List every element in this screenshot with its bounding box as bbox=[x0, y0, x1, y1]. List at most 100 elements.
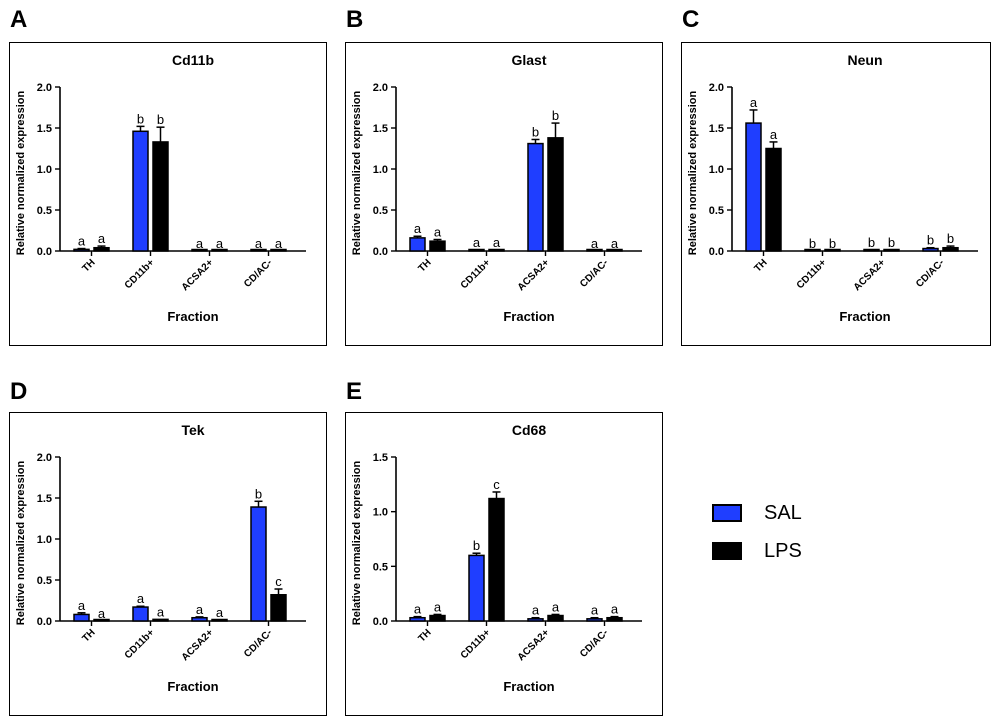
significance-letter: c bbox=[493, 477, 500, 492]
x-tick-label: ACSA2+ bbox=[516, 627, 552, 663]
y-tick-label: 1.0 bbox=[373, 164, 388, 176]
significance-letter: a bbox=[255, 236, 263, 251]
bar-lps bbox=[606, 248, 623, 252]
bar-sal bbox=[586, 248, 603, 252]
y-tick-label: 0.0 bbox=[709, 246, 724, 258]
bar-sal bbox=[191, 248, 208, 252]
bar-lps bbox=[93, 618, 110, 622]
y-tick-label: 1.5 bbox=[37, 123, 52, 135]
significance-letter: b bbox=[888, 235, 895, 250]
significance-letter: c bbox=[275, 574, 282, 589]
bar-lps bbox=[152, 618, 169, 622]
y-tick-label: 1.0 bbox=[373, 507, 388, 519]
y-tick-label: 0.0 bbox=[373, 616, 388, 628]
bar-lps bbox=[942, 246, 959, 252]
bar-sal bbox=[468, 554, 485, 622]
x-tick-label: CD/AC- bbox=[914, 257, 947, 290]
y-tick-label: 0.5 bbox=[373, 205, 388, 217]
x-tick-label: CD11b+ bbox=[123, 257, 157, 291]
x-tick-label: TH bbox=[416, 257, 433, 274]
significance-letter: a bbox=[611, 602, 619, 617]
legend-label-lps: LPS bbox=[764, 539, 802, 562]
significance-letter: a bbox=[532, 603, 540, 618]
y-tick-label: 0.5 bbox=[37, 205, 52, 217]
significance-letter: a bbox=[216, 236, 224, 251]
significance-letter: a bbox=[434, 599, 442, 614]
x-tick-label: ACSA2+ bbox=[180, 627, 216, 663]
bar-lps bbox=[211, 618, 228, 622]
x-tick-label: CD11b+ bbox=[123, 627, 157, 661]
y-tick-label: 1.0 bbox=[709, 164, 724, 176]
significance-letter: b bbox=[137, 111, 144, 126]
x-tick-label: CD11b+ bbox=[795, 257, 829, 291]
x-tick-label: CD/AC- bbox=[578, 627, 611, 660]
legend-swatch-lps bbox=[712, 542, 742, 560]
legend-swatch-sal bbox=[712, 504, 742, 522]
y-tick-label: 1.5 bbox=[373, 452, 388, 464]
significance-letter: a bbox=[591, 603, 599, 618]
bar-sal bbox=[409, 616, 426, 622]
panel-tek: Tek Relative normalized expression 0.0 0.5 1… bbox=[9, 412, 327, 716]
significance-letter: a bbox=[78, 598, 86, 613]
significance-letter: b bbox=[255, 486, 262, 501]
y-tick-label: 1.5 bbox=[37, 493, 52, 505]
bar-lps bbox=[883, 248, 900, 252]
bar-lps bbox=[824, 248, 841, 252]
significance-letter: a bbox=[591, 236, 599, 251]
bar-sal bbox=[132, 130, 149, 252]
significance-letter: a bbox=[196, 602, 204, 617]
x-axis-label: Fraction bbox=[167, 679, 218, 694]
significance-letter: a bbox=[414, 221, 422, 236]
bar-sal bbox=[409, 237, 426, 252]
x-tick-label: ACSA2+ bbox=[852, 257, 888, 293]
bar-lps bbox=[429, 240, 446, 252]
significance-letter: a bbox=[216, 605, 224, 620]
bar-sal bbox=[527, 142, 544, 252]
bar-sal bbox=[250, 506, 267, 622]
bar-sal bbox=[191, 616, 208, 622]
panel-letter-d: D bbox=[10, 378, 28, 405]
y-tick-label: 1.5 bbox=[709, 123, 724, 135]
bar-lps bbox=[270, 248, 287, 252]
y-axis-label: Relative normalized expression bbox=[351, 460, 363, 625]
bar-lps bbox=[270, 594, 287, 622]
significance-letter: b bbox=[157, 112, 164, 127]
x-tick-label: TH bbox=[416, 627, 433, 644]
bar-lps bbox=[152, 141, 169, 252]
significance-letter: a bbox=[196, 236, 204, 251]
significance-letter: b bbox=[868, 235, 875, 250]
panel-letter-e: E bbox=[346, 378, 363, 405]
legend-item-lps: LPS bbox=[712, 540, 802, 562]
y-tick-label: 1.5 bbox=[373, 123, 388, 135]
legend: SAL LPS bbox=[712, 496, 842, 576]
bar-sal bbox=[922, 247, 939, 252]
bar-chart-cd11b: Cd11b Relative normalized expression 0.0 0.… bbox=[15, 52, 306, 324]
bar-sal bbox=[586, 618, 603, 622]
significance-letter: a bbox=[78, 234, 86, 249]
bar-chart-glast: Glast Relative normalized expression 0.0 0.… bbox=[351, 52, 642, 324]
x-tick-label: ACSA2+ bbox=[516, 257, 552, 293]
significance-letter: a bbox=[98, 606, 106, 621]
x-tick-label: CD/AC- bbox=[242, 257, 275, 290]
bar-sal bbox=[527, 618, 544, 622]
significance-letter: b bbox=[473, 538, 480, 553]
x-tick-label: CD/AC- bbox=[578, 257, 611, 290]
y-tick-label: 0.0 bbox=[373, 246, 388, 258]
bar-lps bbox=[547, 137, 564, 252]
panel-neun: Neun Relative normalized expression 0.0 0.5… bbox=[681, 42, 991, 346]
significance-letter: a bbox=[493, 235, 501, 250]
bar-lps bbox=[765, 147, 782, 252]
legend-label-sal: SAL bbox=[764, 501, 802, 524]
bar-sal bbox=[804, 248, 821, 252]
bar-sal bbox=[863, 248, 880, 252]
bar-sal bbox=[745, 122, 762, 252]
bar-sal bbox=[468, 248, 485, 252]
y-tick-label: 2.0 bbox=[37, 82, 52, 94]
bar-sal bbox=[73, 613, 90, 622]
x-tick-label: CD11b+ bbox=[459, 257, 493, 291]
bar-chart-tek: Tek Relative normalized expression 0.0 0.5 1… bbox=[15, 422, 306, 694]
x-tick-label: TH bbox=[80, 257, 97, 274]
y-axis-label: Relative normalized expression bbox=[15, 460, 27, 625]
significance-letter: a bbox=[552, 599, 560, 614]
y-tick-label: 1.0 bbox=[37, 164, 52, 176]
